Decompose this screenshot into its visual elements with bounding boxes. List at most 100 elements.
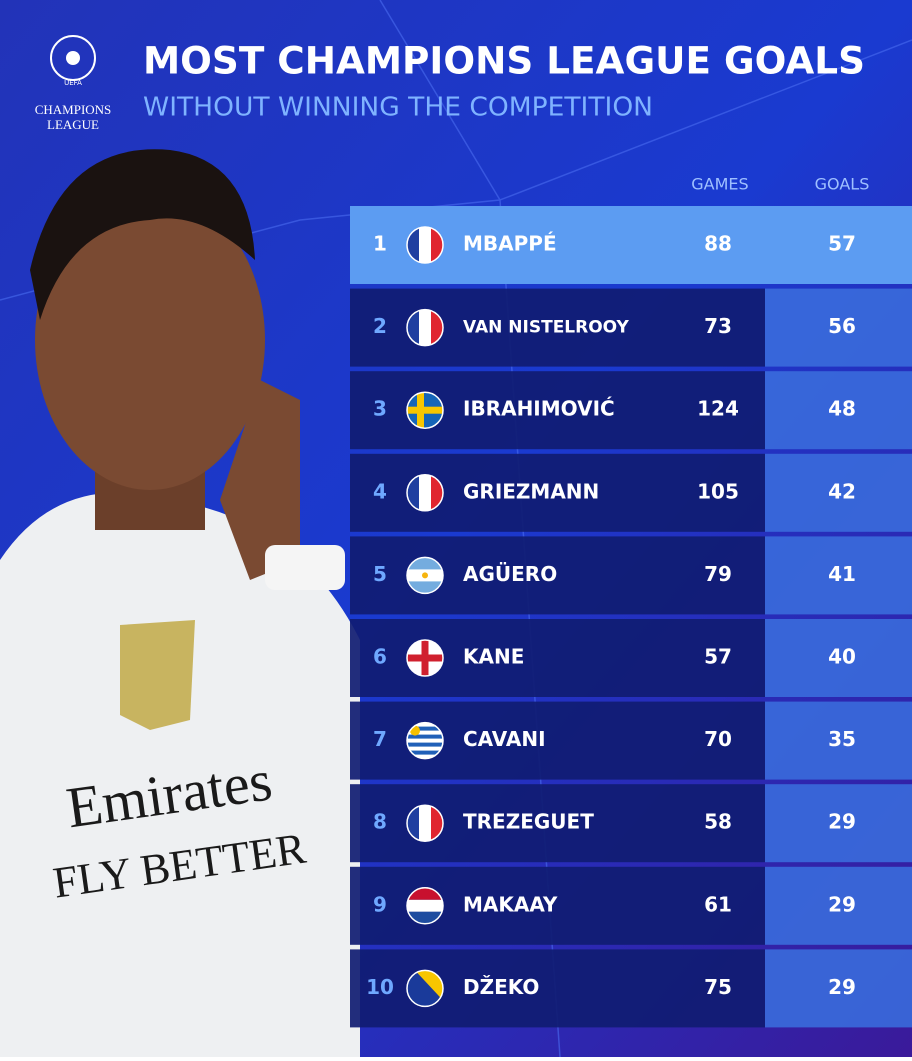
flag-border: [406, 391, 444, 429]
goals: 29: [828, 810, 856, 834]
stripe: [419, 805, 431, 842]
games: 75: [704, 975, 732, 999]
goals: 42: [828, 479, 856, 503]
player-name: GRIEZMANN: [463, 479, 599, 503]
flag-border: [406, 556, 444, 595]
rank: 6: [373, 645, 387, 669]
goals-cell: [765, 701, 912, 780]
rank: 2: [373, 314, 387, 338]
goals-cell: [765, 453, 912, 532]
goals-cell: [765, 619, 912, 697]
table-row: 8 TREZEGUET 58 29: [350, 784, 912, 863]
goals-cell: [765, 536, 912, 615]
player-name: AGÜERO: [463, 562, 557, 586]
flag-border: [406, 639, 444, 677]
goals-cell: [765, 371, 912, 450]
table-row: 6 KANE 57 40: [350, 619, 912, 697]
goals-cell: [765, 866, 912, 945]
games: 58: [704, 810, 732, 834]
table-row: 4 GRIEZMANN 105 42: [350, 453, 912, 532]
table-row: 2 VAN NISTELROOY 73 56: [350, 288, 912, 367]
rank: 9: [373, 892, 387, 916]
rank: 3: [373, 397, 387, 421]
sun: [422, 572, 428, 579]
goals: 57: [828, 232, 856, 256]
logo-ball: [50, 35, 96, 81]
rank: 7: [373, 727, 387, 751]
games: 88: [704, 232, 732, 256]
logo-middle: CHAMPIONS: [35, 102, 112, 117]
goals: 35: [828, 727, 856, 751]
flag-border: [406, 969, 444, 1008]
flag-border: [406, 887, 444, 925]
table-row: 10 DŽEKO 75 29: [350, 949, 912, 1028]
goals: 29: [828, 892, 856, 916]
title: MOST CHAMPIONS LEAGUE GOALS: [143, 40, 865, 83]
goals: 29: [828, 975, 856, 999]
goals: 41: [828, 562, 856, 586]
logo-bottom: LEAGUE: [47, 117, 99, 132]
games: 73: [704, 314, 732, 338]
stripe: [419, 474, 431, 511]
flag-border: [406, 308, 444, 347]
column-header: GOALS: [815, 175, 870, 194]
triangle: [415, 970, 443, 1001]
table-row: 5 AGÜERO 79 41: [350, 536, 912, 615]
stripe: [419, 309, 431, 346]
flag: [407, 640, 443, 676]
stripe: [419, 227, 431, 263]
stripe: [407, 750, 443, 755]
rank: 1: [373, 232, 387, 256]
player-name: MBAPPÉ: [463, 232, 557, 256]
rank: 8: [373, 810, 387, 834]
stripe: [407, 726, 443, 731]
flag-border: [406, 474, 444, 512]
games: 124: [697, 397, 739, 421]
cross: [407, 406, 443, 414]
flag: [407, 557, 443, 594]
games: 70: [704, 727, 732, 751]
table-row: 1 MBAPPÉ 88 57: [350, 206, 912, 284]
player-name: KANE: [463, 645, 524, 669]
goals-cell: [765, 288, 912, 367]
rank: 5: [373, 562, 387, 586]
goals-cell: [765, 949, 912, 1028]
player-name: MAKAAY: [463, 892, 558, 916]
logo: UEFA CHAMPIONS LEAGUE: [35, 35, 112, 132]
cross: [407, 654, 443, 662]
player-name: CAVANI: [463, 727, 546, 751]
logo-top: UEFA: [64, 79, 82, 87]
table: 1 MBAPPÉ 88 572 VAN NISTELROOY 73 563 IBRAHIMOV…: [350, 206, 912, 1028]
player-name: DŽEKO: [463, 975, 539, 999]
rank: 10: [366, 975, 394, 999]
games: 79: [704, 562, 732, 586]
games: 57: [704, 645, 732, 669]
flag-border: [406, 226, 444, 264]
table-row: 3 IBRAHIMOVIĆ 124 48: [350, 371, 912, 450]
games: 61: [704, 892, 732, 916]
games: 105: [697, 479, 739, 503]
player-photo: Emirates FLY BETTER: [0, 149, 360, 1057]
goals-cell: [765, 784, 912, 863]
column-header: GAMES: [691, 175, 748, 194]
table-row: 9 MAKAAY 61 29: [350, 866, 912, 945]
stripe: [407, 734, 443, 739]
flag: [407, 970, 443, 1007]
player-name: IBRAHIMOVIĆ: [463, 397, 615, 421]
flag-border: [406, 804, 444, 842]
stripe: [407, 899, 443, 912]
goals: 40: [828, 645, 856, 669]
flag-border: [406, 721, 444, 760]
goals: 48: [828, 397, 856, 421]
table-row: 7 CAVANI 70 35: [350, 701, 912, 780]
stripe: [407, 742, 443, 747]
player-name: TREZEGUET: [463, 810, 594, 834]
flag: [407, 722, 443, 759]
player-name: VAN NISTELROOY: [463, 318, 630, 338]
flag: [407, 392, 443, 429]
subtitle: WITHOUT WINNING THE COMPETITION: [143, 93, 653, 123]
rank: 4: [373, 479, 387, 503]
goals: 56: [828, 314, 856, 338]
